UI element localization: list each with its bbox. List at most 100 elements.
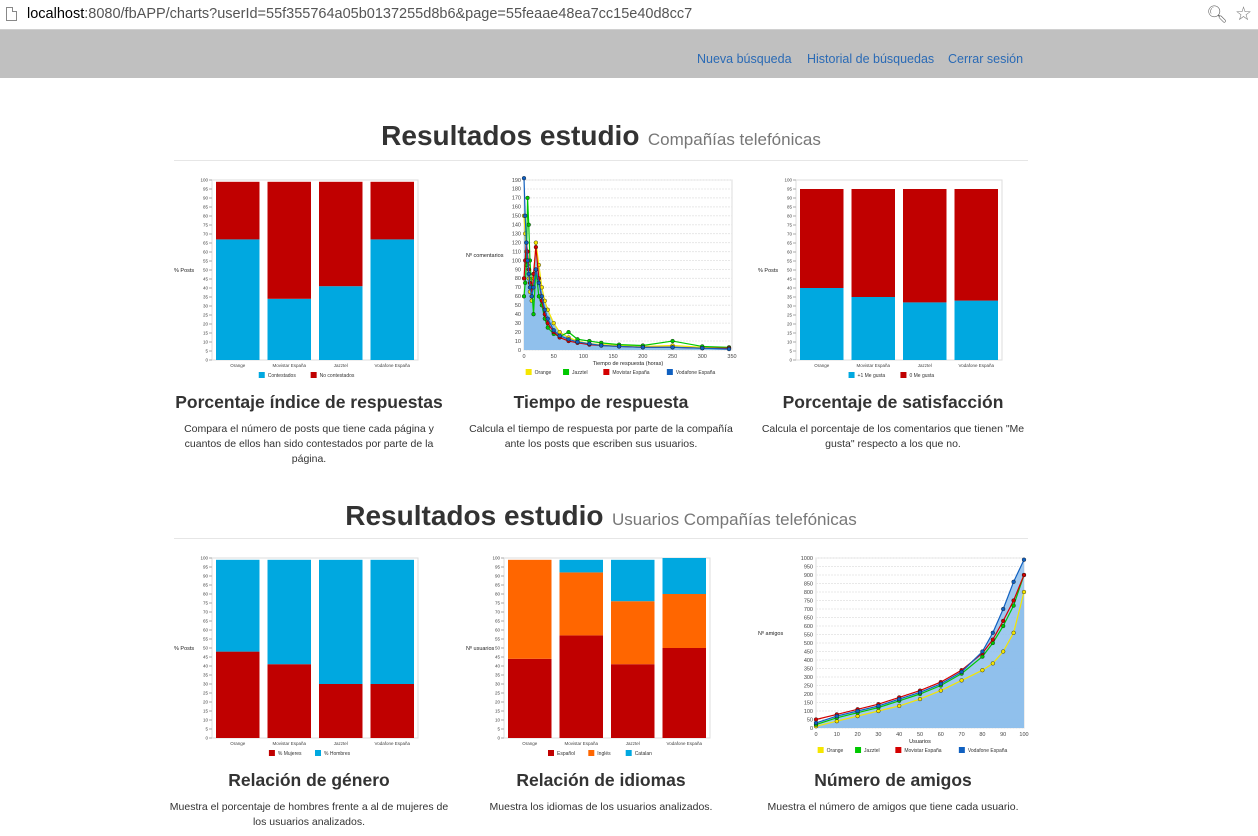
x-tick-label: Movistar España xyxy=(564,741,598,746)
data-point xyxy=(897,703,902,708)
y-tick-label: 50 xyxy=(807,717,813,723)
data-point xyxy=(616,344,622,349)
address-bar[interactable]: localhost:8080/fbAPP/charts?userId=55f35… xyxy=(0,0,1258,30)
card-description: Calcula el tiempo de respuesta por parte… xyxy=(469,423,733,450)
y-tick-label: 25 xyxy=(787,313,793,318)
y-tick-label: 50 xyxy=(495,646,501,651)
x-tick-label: Orange xyxy=(230,363,246,368)
chart-languages: 0 5 10 15 20 25 30 35 40 45 50 55 60 65 70 75 80 85 90 95 10… xyxy=(462,550,724,760)
data-point xyxy=(726,347,732,352)
card-description: Calcula el porcentaje de los comentarios… xyxy=(761,423,1025,450)
bar-segment xyxy=(662,594,706,648)
zoom-icon[interactable]: 🔍︎ xyxy=(1206,5,1228,24)
y-tick-label: 400 xyxy=(804,658,813,664)
data-point xyxy=(1001,623,1006,629)
y-tick-label: 80 xyxy=(495,592,501,597)
data-point xyxy=(990,661,995,666)
y-tick-label: 5 xyxy=(497,727,500,732)
data-point xyxy=(897,697,902,702)
chart-satisfaction-svg: 0 5 10 15 20 25 30 35 40 45 50 55 60 65 70 75 80 85 90 95 10… xyxy=(758,178,1003,379)
legend-label: Catalan xyxy=(635,751,652,757)
nav-new-search-link[interactable]: Nueva búsqueda xyxy=(697,52,792,66)
bar-segment xyxy=(216,181,260,240)
y-tick-label: 10 xyxy=(203,718,209,723)
legend-swatch xyxy=(563,369,570,375)
y-tick-label: 800 xyxy=(804,590,813,596)
y-tick-label: 85 xyxy=(495,583,501,588)
legend-label: Jazztel xyxy=(864,748,880,754)
legend-swatch xyxy=(666,369,673,375)
y-tick-label: 40 xyxy=(203,286,209,291)
section-subtitle: Usuarios Compañías telefónicas xyxy=(611,510,857,529)
bar-segment xyxy=(216,651,260,738)
data-point xyxy=(1011,579,1016,584)
chart-response-time: 0 10 20 30 40 50 60 70 80 90 100 110 120 130 140 150 160… xyxy=(462,172,742,382)
y-tick-label: 450 xyxy=(804,649,813,655)
data-point xyxy=(1011,630,1016,635)
data-point xyxy=(545,316,550,321)
x-tick-label: 20 xyxy=(855,732,861,738)
y-tick-label: 850 xyxy=(804,581,813,587)
nav-history-link[interactable]: Historial de búsquedas xyxy=(807,52,935,66)
url-text[interactable]: localhost:8080/fbAPP/charts?userId=55f35… xyxy=(27,6,693,22)
data-point xyxy=(557,333,562,338)
y-tick-label: 0 xyxy=(497,736,500,741)
bar-segment xyxy=(267,559,311,665)
series-area xyxy=(816,559,1024,728)
legend-swatch xyxy=(310,372,317,378)
bar-segment xyxy=(370,684,414,738)
y-tick-label: 70 xyxy=(787,232,793,237)
bar-segment xyxy=(319,181,363,287)
series-area xyxy=(524,178,730,350)
y-tick-label: 95 xyxy=(203,187,209,192)
top-navbar: Nueva búsqueda Historial de búsquedas Ce… xyxy=(0,30,1258,78)
y-tick-label: 65 xyxy=(203,619,209,624)
y-tick-label: 70 xyxy=(495,610,501,615)
card-description: Muestra los idiomas de los usuarios anal… xyxy=(489,801,713,813)
y-tick-label: 75 xyxy=(787,223,793,228)
legend-swatch xyxy=(848,372,855,378)
data-point xyxy=(521,276,527,281)
y-tick-label: 20 xyxy=(787,322,793,327)
y-tick-label: 90 xyxy=(515,267,521,273)
nav-logout-link[interactable]: Cerrar sesión xyxy=(948,52,1024,66)
bar-segment xyxy=(319,559,363,684)
y-axis-label: Nº comentarios xyxy=(466,252,504,259)
y-tick-label: 65 xyxy=(787,241,793,246)
y-tick-label: 40 xyxy=(787,286,793,291)
legend-swatch xyxy=(625,750,632,756)
x-tick-label: 50 xyxy=(917,732,923,738)
y-tick-label: 60 xyxy=(787,250,793,255)
y-tick-label: 75 xyxy=(203,223,209,228)
chart-response-time-svg: 0 10 20 30 40 50 60 70 80 90 100 110 120 130 140 150 160… xyxy=(466,176,737,376)
y-tick-label: 30 xyxy=(495,682,501,687)
x-tick-label: 150 xyxy=(609,354,618,360)
y-tick-label: 650 xyxy=(804,615,813,621)
bar-segment xyxy=(559,572,603,636)
bar-segment xyxy=(954,189,998,301)
data-point xyxy=(1011,598,1016,603)
data-point xyxy=(526,222,531,227)
y-tick-label: 45 xyxy=(203,655,209,660)
x-tick-label: 100 xyxy=(1019,732,1028,738)
y-tick-label: 350 xyxy=(804,666,813,672)
y-tick-label: 10 xyxy=(495,718,501,723)
x-tick-label: Vodafone España xyxy=(374,363,410,368)
bar-segment xyxy=(662,558,706,594)
y-tick-label: 25 xyxy=(203,313,209,318)
legend-label: Vodafone España xyxy=(968,748,1008,754)
data-point xyxy=(523,213,528,218)
data-point xyxy=(855,708,860,714)
y-tick-label: 65 xyxy=(495,619,501,624)
card-title: Porcentaje de satisfacción xyxy=(782,392,1004,412)
x-tick-label: 100 xyxy=(579,354,588,360)
bookmark-star-icon[interactable]: ☆ xyxy=(1234,4,1252,25)
y-tick-label: 45 xyxy=(495,655,501,660)
data-point xyxy=(575,339,580,345)
legend-label: % Mujeres xyxy=(278,751,302,757)
y-tick-label: 95 xyxy=(787,187,793,192)
data-point xyxy=(525,258,530,263)
series-line xyxy=(523,178,730,350)
x-tick-label: Orange xyxy=(522,741,538,746)
y-tick-label: 5 xyxy=(205,727,208,732)
